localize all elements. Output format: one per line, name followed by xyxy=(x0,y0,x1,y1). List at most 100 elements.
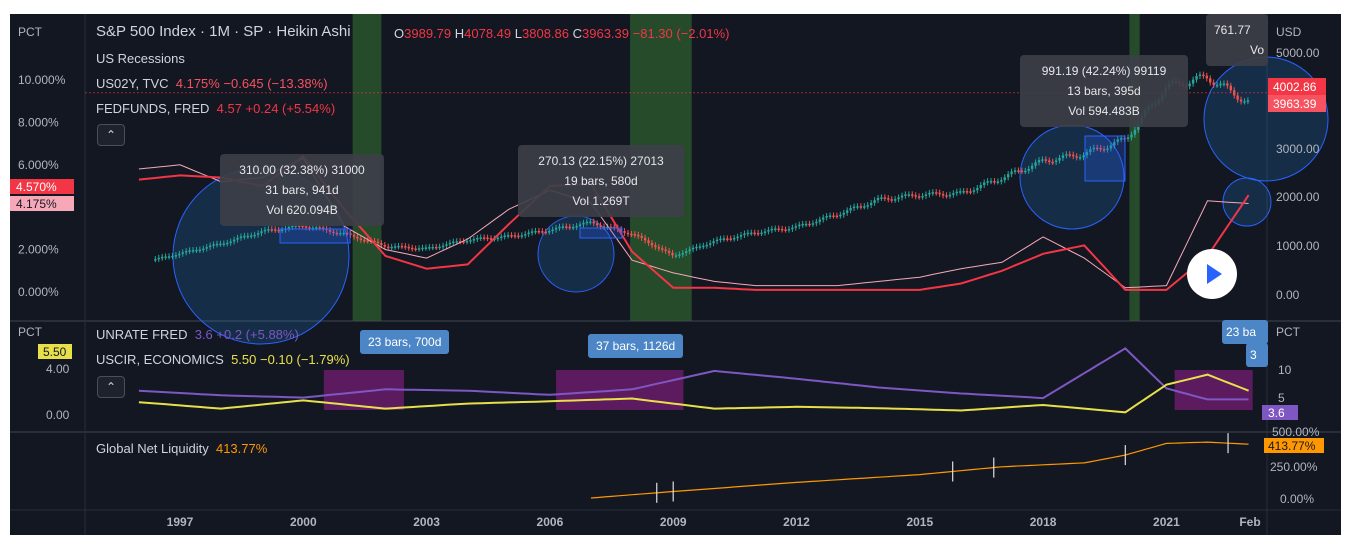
legend-us02y[interactable]: US02Y, TVC 4.175% −0.645 (−13.38%) xyxy=(96,76,328,91)
spx-candle xyxy=(1085,152,1089,156)
x-axis-label: 2021 xyxy=(1153,515,1180,529)
spx-candle xyxy=(1239,99,1243,102)
spx-candle xyxy=(955,191,958,194)
spx-candle xyxy=(835,215,839,218)
spx-candle xyxy=(606,226,609,229)
spx-candle xyxy=(472,239,476,241)
collapse-legend-button-mid[interactable]: ⌃ xyxy=(97,376,125,398)
spx-candle xyxy=(359,238,363,241)
legend-recessions[interactable]: US Recessions xyxy=(96,51,185,66)
spx-candle xyxy=(458,241,462,243)
spx-candle xyxy=(893,199,897,201)
spx-candle xyxy=(530,231,534,233)
collapse-legend-button-main[interactable]: ⌃ xyxy=(97,124,125,146)
legend-fedfunds[interactable]: FEDFUNDS, FRED 4.57 +0.24 (+5.54%) xyxy=(96,101,335,116)
unrate-axis-badge-text: 3.6 xyxy=(1268,406,1285,420)
spx-candle xyxy=(236,237,239,240)
spx-candle xyxy=(695,246,698,249)
legend-uscir[interactable]: USCIR, ECONOMICS 5.50 −0.10 (−1.79%) xyxy=(96,352,350,367)
spx-candle xyxy=(661,248,664,250)
right-axis-mid-tick: 5 xyxy=(1278,391,1285,405)
chevron-up-icon: ⌃ xyxy=(105,380,117,394)
spx-candle xyxy=(349,233,352,235)
spx-candle xyxy=(551,229,554,232)
measure-1-line3: Vol 620.094B xyxy=(266,203,338,217)
spx-candle xyxy=(267,229,270,231)
spx-candle xyxy=(184,251,188,253)
fedfunds-axis-badge-text: 4.570% xyxy=(16,180,57,194)
spx-candle xyxy=(712,241,715,244)
x-axis-label: 2009 xyxy=(660,515,687,529)
spx-candle xyxy=(328,229,332,232)
spx-candle xyxy=(948,194,952,197)
spx-candle xyxy=(1188,83,1191,87)
spx-candle xyxy=(154,259,157,261)
spx-candle xyxy=(178,253,181,256)
measure-3-line2: 13 bars, 395d xyxy=(1067,84,1141,98)
spx-candle xyxy=(719,238,722,241)
spx-candle xyxy=(798,224,801,227)
legend-liquidity[interactable]: Global Net Liquidity 413.77% xyxy=(96,441,267,456)
spx-candle xyxy=(722,238,726,240)
play-button[interactable] xyxy=(1187,249,1237,299)
spx-candle xyxy=(191,250,195,252)
spx-candle xyxy=(739,235,743,237)
spx-candle xyxy=(1130,134,1133,138)
chart-container[interactable]: PCT10.000%8.000%6.000%4.000%2.000%0.000%… xyxy=(10,14,1341,535)
spx-candle xyxy=(887,198,890,200)
legend-fedfunds-value: 4.57 +0.24 (+5.54%) xyxy=(216,101,336,116)
spx-candle xyxy=(592,221,595,224)
spx-candle xyxy=(1236,95,1239,100)
spx-candle xyxy=(856,206,859,208)
spx-candle xyxy=(318,227,321,229)
spx-candle xyxy=(1024,170,1027,173)
spx-candle xyxy=(277,229,280,232)
spx-candle xyxy=(424,247,428,250)
x-axis-label: Feb xyxy=(1239,515,1260,529)
spx-candle xyxy=(489,238,493,240)
spx-candle xyxy=(866,205,869,207)
spx-candle xyxy=(160,256,164,259)
spx-candle xyxy=(548,231,551,233)
range-tag-3-text: 23 ba xyxy=(1226,325,1257,339)
unrate-line xyxy=(138,347,1249,401)
spx-candle xyxy=(1061,155,1065,158)
high-price-badge xyxy=(1268,78,1326,95)
spx-candle xyxy=(438,246,441,249)
spx-candle xyxy=(226,242,229,245)
spx-candle xyxy=(900,195,904,198)
us02y-axis-badge-text: 4.175% xyxy=(16,197,57,211)
measure-2-line1: 270.13 (22.15%) 27013 xyxy=(538,154,664,168)
spx-candle xyxy=(763,231,767,233)
recession-band-3 xyxy=(1129,14,1140,321)
spx-candle xyxy=(969,191,972,193)
spx-candle xyxy=(208,245,212,248)
spx-candle xyxy=(650,243,654,246)
left-axis-mid-tick: 0.00 xyxy=(46,408,70,422)
legend-unrate[interactable]: UNRATE FRED 3.6 +0.2 (+5.88%) xyxy=(96,327,299,342)
spx-candle xyxy=(780,228,784,231)
spx-candle xyxy=(1058,157,1061,161)
spx-candle xyxy=(513,235,517,237)
left-axis-tick: 10.000% xyxy=(18,73,66,87)
spx-candle xyxy=(705,244,708,247)
spx-candle xyxy=(561,226,565,228)
right-axis-tick: 2000.00 xyxy=(1276,190,1320,204)
open-label: O xyxy=(394,26,405,41)
spx-candle xyxy=(1126,137,1130,139)
spx-candle xyxy=(890,199,893,201)
spx-candle xyxy=(1068,154,1072,156)
spx-candle xyxy=(715,239,719,242)
right-axis-low-tick: 0.00% xyxy=(1280,492,1314,506)
spx-candle xyxy=(482,237,486,239)
us02y-axis-badge xyxy=(10,196,74,211)
symbol-title[interactable]: S&P 500 Index · 1M · SP · Heikin Ashi xyxy=(96,23,351,40)
left-axis-tick: 6.000% xyxy=(18,158,59,172)
spx-candle xyxy=(554,227,558,230)
spx-candle xyxy=(510,235,513,237)
spx-candle xyxy=(428,247,431,249)
spx-candle xyxy=(643,237,647,241)
spx-candle xyxy=(941,194,945,196)
spx-candle xyxy=(541,231,544,233)
spx-candle xyxy=(263,229,267,232)
